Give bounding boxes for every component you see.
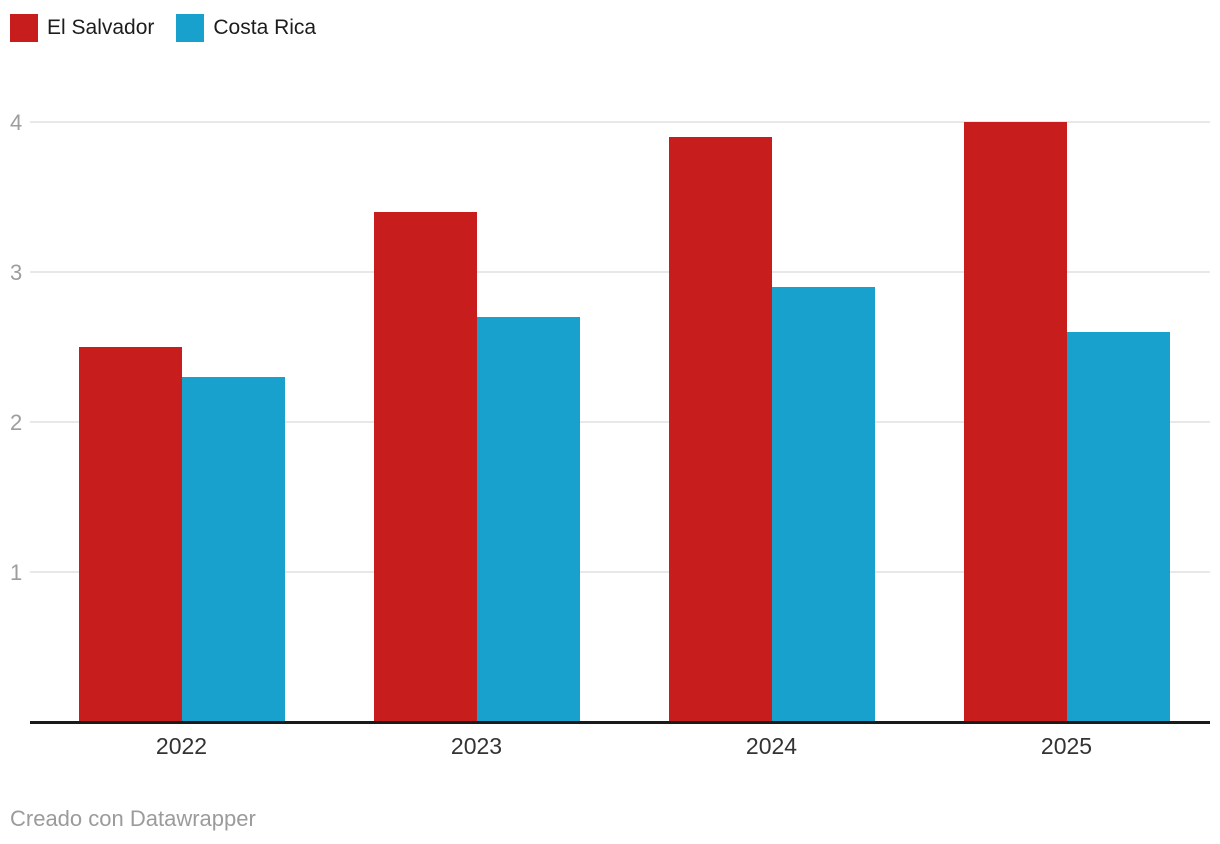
legend-label-el-salvador: El Salvador bbox=[47, 16, 155, 39]
x-axis-label-2024: 2024 bbox=[745, 733, 798, 759]
legend: El Salvador Costa Rica bbox=[10, 14, 316, 42]
y-axis-tick-label-1: 1 bbox=[10, 560, 23, 585]
legend-swatch-costa-rica bbox=[176, 14, 205, 42]
gridline-2 bbox=[30, 421, 1210, 423]
legend-item-el-salvador: El Salvador bbox=[10, 14, 154, 42]
bar-el-salvador-2025[interactable] bbox=[963, 122, 1067, 722]
datawrapper-credit-link[interactable]: Creado con Datawrapper bbox=[10, 806, 256, 831]
x-axis-baseline bbox=[30, 721, 1210, 724]
x-axis-label-2023: 2023 bbox=[450, 733, 503, 759]
legend-label-costa-rica: Costa Rica bbox=[213, 16, 317, 39]
x-axis-label-2025: 2025 bbox=[1040, 733, 1093, 759]
bar-costa-rica-2024[interactable] bbox=[771, 287, 875, 722]
legend-swatch-el-salvador bbox=[10, 14, 38, 42]
y-axis-tick-label-3: 3 bbox=[10, 260, 23, 285]
bar-costa-rica-2025[interactable] bbox=[1066, 332, 1170, 722]
bar-costa-rica-2023[interactable] bbox=[476, 317, 580, 722]
gridline-3 bbox=[30, 271, 1210, 273]
x-axis-label-2022: 2022 bbox=[155, 733, 208, 759]
y-axis-tick-label-4: 4 bbox=[10, 110, 23, 135]
bar-el-salvador-2022[interactable] bbox=[78, 347, 182, 722]
bar-el-salvador-2024[interactable] bbox=[668, 137, 772, 722]
attribution: Creado con Datawrapper bbox=[10, 806, 256, 832]
gridline-4 bbox=[30, 121, 1210, 123]
y-axis-tick-label-2: 2 bbox=[10, 410, 23, 435]
bar-el-salvador-2023[interactable] bbox=[373, 212, 477, 722]
bar-costa-rica-2022[interactable] bbox=[181, 377, 285, 722]
legend-item-costa-rica: Costa Rica bbox=[176, 14, 316, 42]
gridline-1 bbox=[30, 571, 1210, 573]
